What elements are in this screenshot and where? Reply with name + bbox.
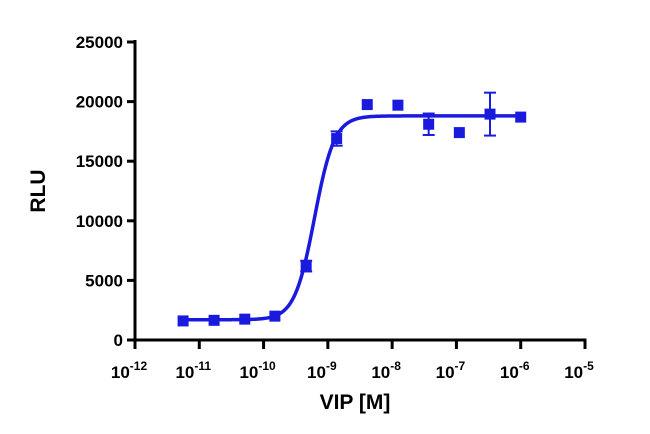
y-tick-label: 20000 bbox=[76, 93, 123, 112]
data-point bbox=[515, 111, 527, 123]
x-tick-label-exponent: -9 bbox=[326, 359, 337, 373]
data-points bbox=[177, 91, 527, 327]
y-axis: 0 5000 10000 15000 20000 25000 bbox=[76, 33, 137, 350]
x-tick-label-base: 10 bbox=[111, 363, 130, 382]
x-tick-label-exponent: -11 bbox=[194, 359, 211, 373]
data-point bbox=[177, 315, 189, 327]
x-tick-label-base: 10 bbox=[500, 363, 519, 382]
x-tick-label-exponent: -12 bbox=[130, 359, 148, 373]
y-tick-label: 10000 bbox=[76, 212, 123, 231]
x-tick-label: 10-12 bbox=[111, 359, 148, 382]
x-tick-label: 10-6 bbox=[500, 359, 530, 382]
x-tick-label-base: 10 bbox=[239, 363, 258, 382]
data-point bbox=[453, 127, 465, 139]
data-point bbox=[208, 314, 220, 326]
y-axis-title: RLU bbox=[27, 169, 50, 212]
y-tick-label: 15000 bbox=[76, 152, 123, 171]
data-point bbox=[484, 108, 496, 120]
x-axis-title: VIP [M] bbox=[320, 391, 391, 414]
fit-curve-group bbox=[181, 114, 523, 322]
data-point bbox=[239, 313, 251, 325]
x-tick-label: 10-7 bbox=[436, 359, 466, 382]
x-tick-label-base: 10 bbox=[307, 363, 326, 382]
x-axis: 10-12 10-11 10-10 10-9 10-8 10-7 10-6 10-5 bbox=[111, 338, 594, 382]
x-tick-label-base: 10 bbox=[371, 363, 390, 382]
x-tick-label-base: 10 bbox=[564, 363, 583, 382]
y-tick-label: 0 bbox=[114, 331, 123, 350]
data-point bbox=[331, 133, 343, 145]
x-tick-label: 10-11 bbox=[175, 359, 211, 382]
x-tick-label-exponent: -6 bbox=[519, 359, 530, 373]
x-tick-label-exponent: -10 bbox=[258, 359, 276, 373]
data-point bbox=[392, 99, 404, 111]
fit-curve bbox=[181, 114, 523, 322]
x-tick-label-exponent: -8 bbox=[390, 359, 401, 373]
data-point bbox=[361, 99, 373, 111]
x-tick-label: 10-8 bbox=[371, 359, 401, 382]
x-tick-label-base: 10 bbox=[436, 363, 455, 382]
data-point bbox=[269, 310, 281, 322]
y-tick-label: 5000 bbox=[85, 271, 123, 290]
x-tick-label-base: 10 bbox=[175, 363, 194, 382]
data-point bbox=[423, 118, 435, 130]
x-tick-label-exponent: -5 bbox=[583, 359, 594, 373]
x-tick-label: 10-9 bbox=[307, 359, 337, 382]
x-tick-label: 10-10 bbox=[239, 359, 276, 382]
data-point bbox=[300, 260, 312, 272]
x-tick-label: 10-5 bbox=[564, 359, 594, 382]
y-tick-label: 25000 bbox=[76, 33, 123, 52]
x-tick-label-exponent: -7 bbox=[455, 359, 466, 373]
